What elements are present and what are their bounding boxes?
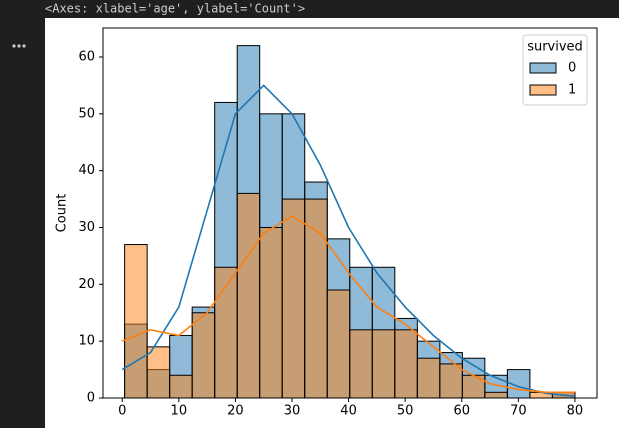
x-tick-label: 30 <box>284 404 301 419</box>
x-tick-label: 80 <box>567 404 584 419</box>
y-tick-label: 50 <box>78 106 95 121</box>
y-axis-label: Count <box>55 194 70 233</box>
kde-line <box>121 84 576 398</box>
y-tick-label: 0 <box>87 391 95 406</box>
y-tick-label: 40 <box>78 163 95 178</box>
x-tick-label: 0 <box>118 404 126 419</box>
bar <box>146 346 171 399</box>
kde-line <box>121 215 575 394</box>
bar <box>349 329 373 399</box>
legend-label: 0 <box>568 61 576 76</box>
bar <box>191 312 216 399</box>
bar <box>259 226 283 399</box>
legend-label: 1 <box>568 83 576 98</box>
bar <box>371 329 396 399</box>
bar <box>124 244 148 399</box>
axes-frame <box>102 27 598 399</box>
y-tick-label: 60 <box>78 49 95 64</box>
y-tick-label: 30 <box>78 220 95 235</box>
bar <box>416 357 441 399</box>
x-tick-label: 20 <box>227 404 244 419</box>
bar <box>326 289 351 399</box>
bar <box>304 198 328 399</box>
bar <box>281 198 306 399</box>
more-icon[interactable] <box>12 44 26 48</box>
bar <box>439 363 463 399</box>
x-tick-label: 40 <box>340 404 357 419</box>
output-text: <Axes: xlabel='age', ylabel='Count'> <box>45 2 305 16</box>
legend-swatch <box>529 84 557 96</box>
legend-swatch <box>529 62 557 74</box>
y-tick-label: 20 <box>78 277 95 292</box>
bar <box>484 391 508 399</box>
bar <box>236 192 261 399</box>
x-tick-label: 70 <box>510 404 527 419</box>
bar <box>169 374 193 399</box>
x-tick-label: 10 <box>171 404 188 419</box>
x-tick-label: 60 <box>453 404 470 419</box>
bar <box>394 329 418 399</box>
legend-title: survived <box>527 40 583 55</box>
y-tick-label: 10 <box>78 334 95 349</box>
plot: 0 10 20 30 40 50 60 0 10 20 30 40 50 60 70 80 survived 0 1 <box>78 27 598 419</box>
x-tick-label: 50 <box>397 404 414 419</box>
